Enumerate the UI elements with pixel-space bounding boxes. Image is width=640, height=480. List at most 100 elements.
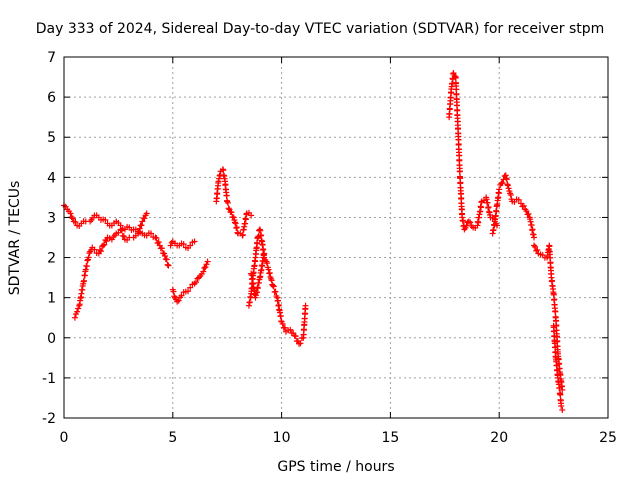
data-point (71, 314, 78, 321)
data-point (83, 263, 90, 270)
data-point (455, 125, 462, 132)
data-point (231, 219, 238, 226)
data-point (558, 402, 565, 409)
data-point (455, 141, 462, 148)
data-point (175, 297, 182, 304)
data-point (478, 204, 485, 211)
data-point (139, 218, 146, 225)
y-tick-label: 4 (47, 170, 56, 186)
data-point (214, 191, 221, 198)
data-point (234, 229, 241, 236)
data-point (248, 212, 255, 219)
data-point (467, 219, 474, 226)
data-point (457, 179, 464, 186)
data-points (61, 70, 566, 413)
data-point (74, 308, 81, 315)
y-tick-label: 1 (47, 291, 56, 307)
data-point (100, 242, 107, 249)
y-axis-label: SDTVAR / TECUs (7, 181, 23, 296)
data-point (158, 245, 165, 252)
data-point (456, 156, 463, 163)
data-point (463, 222, 470, 229)
data-point (187, 284, 194, 291)
data-point (277, 312, 284, 319)
data-point (246, 299, 253, 306)
data-point (81, 277, 88, 284)
data-point (475, 219, 482, 226)
data-point (193, 279, 200, 286)
data-point (180, 241, 187, 248)
data-point (141, 215, 148, 222)
data-point (454, 106, 461, 113)
y-tick-label: 7 (47, 50, 56, 66)
data-point (101, 241, 108, 248)
data-point (185, 288, 192, 295)
x-tick-label: 5 (168, 430, 177, 446)
data-point (72, 218, 79, 225)
data-point (496, 186, 503, 193)
data-point (268, 277, 275, 284)
data-point (75, 305, 82, 312)
data-point (484, 199, 491, 206)
data-point (556, 384, 563, 391)
data-point (532, 243, 539, 250)
data-point (520, 202, 527, 209)
data-point (232, 220, 239, 227)
y-tick-label: 3 (47, 210, 56, 226)
y-tick-label: 2 (47, 251, 56, 267)
x-tick-label: 25 (599, 430, 617, 446)
data-point (279, 320, 286, 327)
data-point (191, 238, 198, 245)
data-point (254, 234, 261, 241)
x-tick-label: 20 (490, 430, 508, 446)
y-tick-label: 5 (47, 130, 56, 146)
data-point (148, 230, 155, 237)
data-point (203, 261, 210, 268)
data-point (67, 210, 74, 217)
data-point (230, 214, 237, 221)
data-point (202, 264, 209, 271)
x-tick-label: 15 (381, 430, 399, 446)
data-point (460, 218, 467, 225)
data-point (118, 227, 125, 234)
data-point (120, 233, 127, 240)
data-point (504, 182, 511, 189)
data-point (165, 262, 172, 269)
data-point (96, 246, 103, 253)
data-point (91, 246, 98, 253)
data-point (528, 222, 535, 229)
data-point (551, 296, 558, 303)
data-point (115, 229, 122, 236)
data-point (167, 242, 174, 249)
plot-frame (63, 56, 609, 419)
y-tick-label: -1 (42, 371, 56, 387)
data-point (242, 220, 249, 227)
data-point (515, 196, 522, 203)
data-point (242, 216, 249, 223)
data-point (270, 283, 277, 290)
data-point (275, 297, 282, 304)
data-point (446, 106, 453, 113)
data-point (549, 277, 556, 284)
data-point (225, 205, 232, 212)
data-point (69, 215, 76, 222)
grid-lines (64, 57, 608, 418)
data-point (531, 234, 538, 241)
data-point (287, 326, 294, 333)
data-point (102, 216, 109, 223)
data-point (258, 232, 265, 239)
data-point (170, 288, 177, 295)
data-point (117, 226, 124, 233)
data-point (97, 248, 104, 255)
data-point (254, 285, 261, 292)
data-point (135, 228, 142, 235)
data-point (259, 263, 266, 270)
data-point (266, 269, 273, 276)
data-point (85, 254, 92, 261)
data-point (233, 225, 240, 232)
data-point (164, 261, 171, 268)
data-point (153, 235, 160, 242)
data-point (261, 250, 268, 257)
